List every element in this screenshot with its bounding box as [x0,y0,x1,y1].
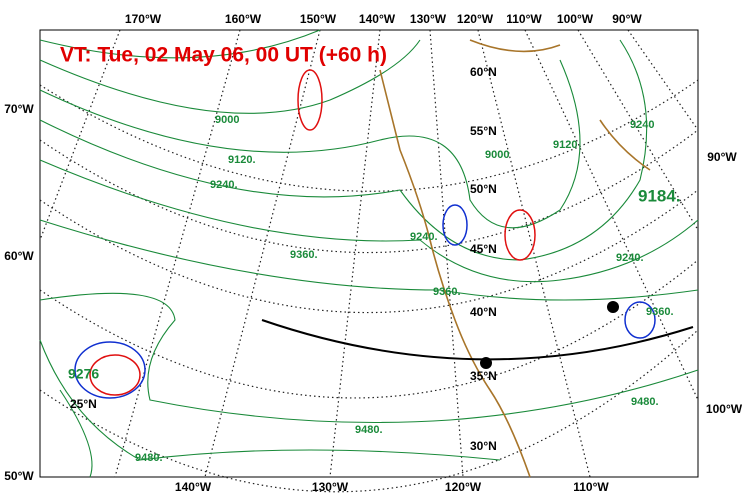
contour-label: 9360. [433,286,461,298]
lon-label: 130°W [410,12,447,26]
lat-label: 60°N [470,65,497,79]
contour-label: 9240. [410,231,438,243]
lon-label: 110°W [573,480,609,494]
lon-label: 60°W [4,249,34,263]
lat-label: 35°N [470,369,497,383]
contour-label: 9360. [290,249,318,261]
lon-label: 140°W [359,12,396,26]
lat-label: 40°N [470,305,497,319]
contour-label: 9480. [631,396,659,408]
lon-label: 100°W [706,402,743,416]
coastline [469,39,651,171]
lon-label: 90°W [612,12,642,26]
track-line [261,319,694,361]
contour-label: 9276 [68,366,99,382]
lat-label: 45°N [470,242,497,256]
height-contours [39,29,699,478]
lon-label: 130°W [312,480,349,494]
lon-label: 70°W [4,102,34,116]
graticule [39,29,699,493]
lon-label: 170°W [125,12,162,26]
lat-label: 30°N [470,439,497,453]
contour-label: 9000 [215,114,239,126]
contour-label: 9000 [485,149,509,161]
contour-label: 9240 [630,119,654,131]
lon-label: 90°W [707,150,737,164]
lon-label: 160°W [225,12,262,26]
coastline [379,69,531,478]
contour-label: 9480. [135,452,163,464]
track-point [480,357,492,369]
track-point [607,301,619,313]
contour-label: 9120 [553,139,577,151]
contour-label: 9120. [228,154,256,166]
lat-label: 25°N [70,397,97,411]
lon-label: 120°W [457,12,494,26]
lon-label: 140°W [175,480,212,494]
contour-label: 9360. [646,306,674,318]
contour-label: 9240. [210,179,238,191]
map-frame [39,29,699,478]
lon-label: 120°W [445,480,482,494]
lon-label: 150°W [300,12,337,26]
lat-label: 50°N [470,182,497,196]
contour-label: 9184. [638,186,681,205]
lon-label: 100°W [557,12,594,26]
title: VT: Tue, 02 May 06, 00 UT (+60 h) [60,44,387,67]
vorticity-contours [74,69,656,399]
contour-label: 9480. [355,424,383,436]
lon-label: 50°W [4,469,34,483]
lon-label: 110°W [506,12,542,26]
lat-label: 55°N [470,124,497,138]
contour-label: 9240. [616,252,644,264]
